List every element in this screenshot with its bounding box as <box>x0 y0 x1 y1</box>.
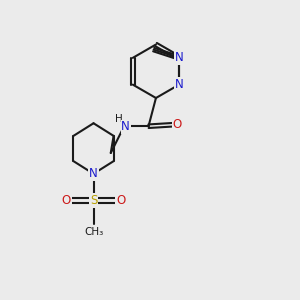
Text: N: N <box>175 78 184 91</box>
Text: O: O <box>173 118 182 131</box>
Text: N: N <box>121 120 130 133</box>
Text: O: O <box>116 194 125 207</box>
Text: N: N <box>175 51 184 64</box>
Text: H: H <box>115 114 123 124</box>
Text: N: N <box>89 167 98 180</box>
Text: CH₃: CH₃ <box>84 227 103 237</box>
Text: O: O <box>62 194 71 207</box>
Text: S: S <box>90 194 97 207</box>
